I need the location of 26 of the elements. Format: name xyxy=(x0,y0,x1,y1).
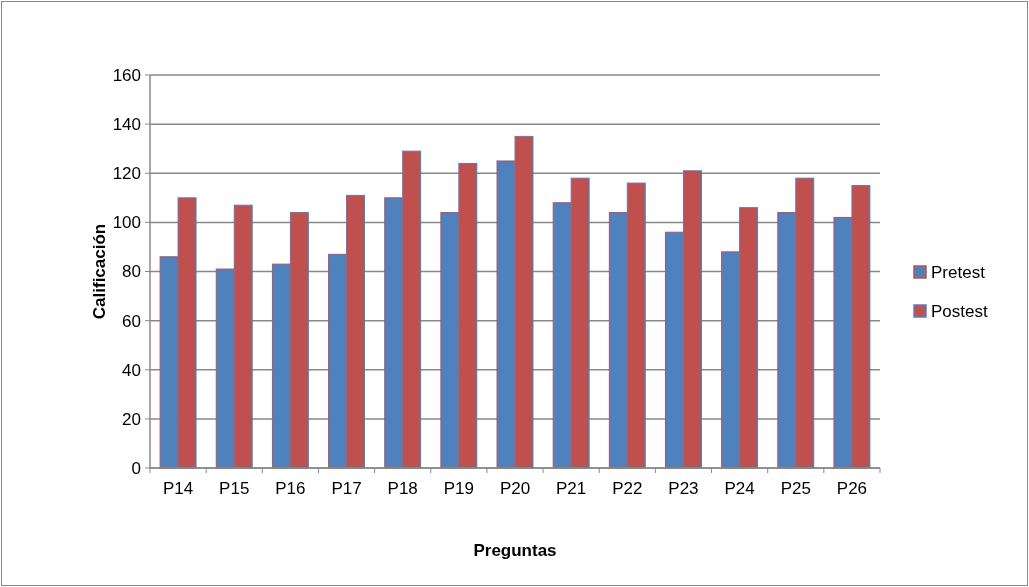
x-tick-label: P15 xyxy=(219,479,250,498)
y-tick-label: 140 xyxy=(112,115,141,135)
x-tick-label: P26 xyxy=(836,479,868,498)
y-tick-label: 160 xyxy=(112,65,141,85)
x-tick-label: P20 xyxy=(499,479,531,498)
x-tick-label: P16 xyxy=(275,479,306,498)
x-tick-label: P19 xyxy=(443,479,474,498)
legend-label: Postest xyxy=(931,301,988,321)
y-tick-label: 80 xyxy=(122,262,141,282)
x-tick-label: P17 xyxy=(331,479,362,498)
x-tick-label: P25 xyxy=(780,479,811,498)
x-tick-label: P21 xyxy=(556,479,587,498)
y-tick-label: 40 xyxy=(122,360,141,380)
x-tick-label: P14 xyxy=(162,479,194,498)
y-tick-label: 60 xyxy=(122,311,141,331)
x-tick-label: P18 xyxy=(387,479,418,498)
y-tick-label: 0 xyxy=(131,458,141,478)
legend-label: Pretest xyxy=(931,262,986,282)
y-axis-title: Calificación xyxy=(90,223,109,320)
y-tick-label: 100 xyxy=(112,213,141,233)
x-tick-label: P23 xyxy=(668,479,699,498)
x-tick-label: P24 xyxy=(724,479,755,498)
x-tick-label: P22 xyxy=(612,479,643,498)
y-tick-label: 20 xyxy=(122,409,141,429)
x-axis-title: Preguntas xyxy=(473,541,557,560)
y-tick-label: 120 xyxy=(112,164,141,184)
